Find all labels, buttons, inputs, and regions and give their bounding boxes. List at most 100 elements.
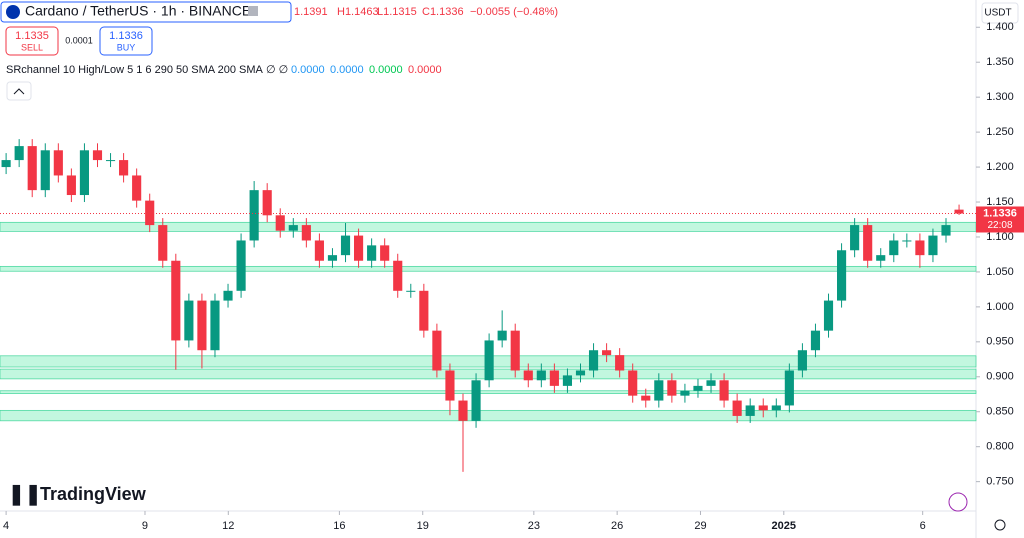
candle-body xyxy=(419,290,429,331)
y-tick-label: 0.950 xyxy=(986,336,1014,348)
candle-body xyxy=(628,370,638,396)
y-tick-label: 1.050 xyxy=(986,266,1014,278)
candle-body xyxy=(354,235,364,261)
candle-body xyxy=(902,240,912,242)
candle-body xyxy=(249,190,259,241)
indicator-flags: ∅ ∅ xyxy=(266,64,288,76)
candle-body xyxy=(928,235,938,256)
settings-button[interactable] xyxy=(994,519,1006,531)
candle-body xyxy=(380,245,390,261)
sell-button[interactable] xyxy=(5,26,59,56)
candle-body xyxy=(262,190,272,216)
candle-body xyxy=(706,380,716,386)
candle-body xyxy=(693,385,703,391)
candle-body xyxy=(40,150,50,191)
candle-body xyxy=(954,209,964,214)
logo-text: TradingView xyxy=(40,484,147,504)
candle-body xyxy=(458,400,468,421)
indicator-name: SRchannel 10 High/Low 5 1 6 290 50 SMA 2… xyxy=(6,64,263,76)
currency: USDT xyxy=(984,8,1011,19)
candle-body xyxy=(210,300,220,351)
candle-body xyxy=(288,225,298,231)
buy-price: 1.1336 xyxy=(109,30,143,42)
candle-body xyxy=(132,175,142,201)
candle-body xyxy=(314,240,324,261)
symbol: Cardano / TetherUS · 1h · BINANCE xyxy=(25,3,251,19)
candle-body xyxy=(850,225,860,251)
indicator-value: 0.0000 xyxy=(369,64,403,76)
candle-body xyxy=(549,370,559,386)
candle-body xyxy=(340,235,351,256)
candle-body xyxy=(432,330,442,371)
candle-body xyxy=(445,370,455,401)
candle-body xyxy=(758,405,768,411)
candle-body xyxy=(53,150,63,176)
ohlc-close: C1.1336 xyxy=(422,6,464,18)
coin-icon xyxy=(6,5,20,19)
candle-body xyxy=(119,160,129,176)
candle-body xyxy=(641,395,651,401)
ohlc-change: −0.0055 (−0.48%) xyxy=(470,6,558,18)
y-tick-label: 1.250 xyxy=(986,126,1014,138)
candle-body xyxy=(197,300,207,351)
y-tick-label: 0.800 xyxy=(986,441,1014,453)
candle-body xyxy=(275,215,285,231)
candle-body xyxy=(510,330,520,371)
flag-icon xyxy=(248,6,258,16)
candle-body xyxy=(784,370,794,406)
buy-label: BUY xyxy=(117,42,136,52)
countdown: 22:08 xyxy=(987,220,1012,231)
candle-body xyxy=(471,380,481,421)
candle-body xyxy=(823,300,834,331)
last-price-label: 1.1336 xyxy=(983,207,1017,219)
candle-body xyxy=(536,370,546,381)
currency-button[interactable] xyxy=(981,2,1019,24)
indicator-value: 0.0000 xyxy=(408,64,442,76)
candle-body xyxy=(367,245,377,261)
candle-body xyxy=(680,390,690,396)
candle-body xyxy=(145,200,155,226)
indicator-value: 0.0000 xyxy=(291,64,325,76)
x-tick-label: 12 xyxy=(222,520,234,532)
candle-body xyxy=(863,225,873,261)
lightning-button[interactable] xyxy=(948,492,968,512)
candle-body xyxy=(523,370,533,381)
candle-body xyxy=(105,160,116,162)
x-tick-label: 26 xyxy=(611,520,623,532)
y-tick-label: 1.200 xyxy=(986,161,1014,173)
buy-button[interactable] xyxy=(99,26,153,56)
x-tick-label: 6 xyxy=(920,520,926,532)
candle-body xyxy=(79,150,90,196)
ohlc-low: L1.1315 xyxy=(377,6,417,18)
y-tick-label: 1.100 xyxy=(986,231,1014,243)
candle-body xyxy=(876,255,886,261)
y-tick-label: 0.900 xyxy=(986,371,1014,383)
candle-body xyxy=(393,260,403,291)
candle-body xyxy=(223,290,233,301)
collapse-button[interactable] xyxy=(6,81,32,101)
candle-body xyxy=(602,350,612,356)
x-tick-label: 16 xyxy=(333,520,345,532)
y-tick-label: 1.400 xyxy=(986,21,1014,33)
x-tick-label: 2025 xyxy=(772,520,796,532)
symbol-box xyxy=(0,1,292,23)
candle-body xyxy=(745,405,755,416)
y-tick-label: 0.750 xyxy=(986,476,1014,488)
candle-body xyxy=(14,146,24,161)
ohlc-high: H1.1463 xyxy=(337,6,379,18)
candle-body xyxy=(484,340,494,381)
y-tick-label: 1.350 xyxy=(986,56,1014,68)
x-tick-label: 19 xyxy=(417,520,429,532)
candle-body xyxy=(810,330,821,351)
candle-body xyxy=(732,400,742,416)
last-price-box xyxy=(976,206,1024,233)
sr-zone xyxy=(0,265,977,272)
sell-price: 1.1335 xyxy=(15,30,49,42)
sr-zone xyxy=(0,390,977,394)
y-tick-label: 0.850 xyxy=(986,406,1014,418)
sell-label: SELL xyxy=(21,42,43,52)
candle-body xyxy=(406,290,416,292)
candle-body xyxy=(66,175,76,196)
